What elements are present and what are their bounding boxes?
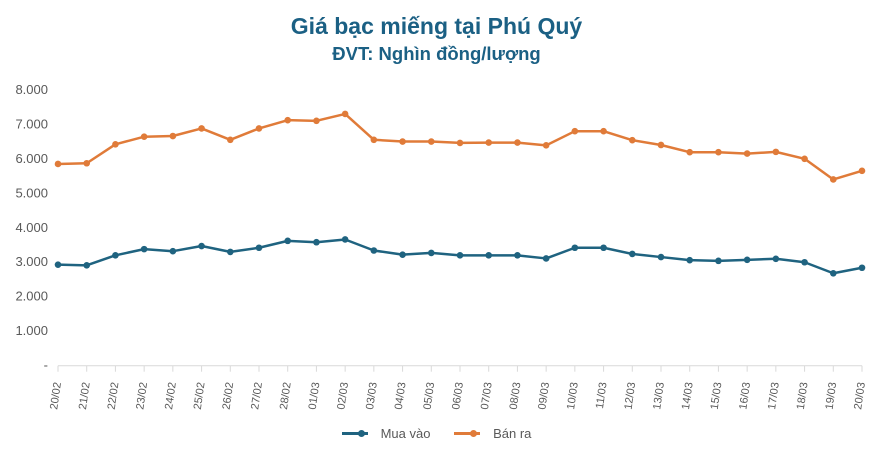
svg-text:27/02: 27/02 [249, 381, 265, 410]
svg-text:18/03: 18/03 [795, 381, 811, 410]
svg-text:5.000: 5.000 [15, 185, 48, 200]
svg-text:11/03: 11/03 [594, 381, 610, 409]
svg-text:15/03: 15/03 [709, 381, 725, 410]
svg-text:19/03: 19/03 [824, 381, 840, 410]
svg-text:06/03: 06/03 [450, 381, 466, 410]
svg-text:3.000: 3.000 [15, 254, 48, 269]
svg-text:05/03: 05/03 [422, 381, 438, 410]
svg-text:21/02: 21/02 [77, 381, 93, 410]
svg-text:13/03: 13/03 [651, 381, 667, 410]
svg-text:02/03: 02/03 [335, 381, 351, 410]
svg-text:4.000: 4.000 [15, 220, 48, 235]
svg-text:20/03: 20/03 [852, 381, 868, 410]
svg-text:03/03: 03/03 [364, 381, 380, 410]
svg-text:8.000: 8.000 [15, 82, 48, 97]
svg-text:28/02: 28/02 [278, 381, 294, 410]
svg-text:14/03: 14/03 [680, 381, 696, 410]
svg-text:24/02: 24/02 [163, 381, 179, 410]
svg-text:01/03: 01/03 [307, 381, 323, 410]
svg-text:23/02: 23/02 [134, 381, 150, 410]
svg-text:16/03: 16/03 [737, 381, 753, 410]
svg-text:6.000: 6.000 [15, 151, 48, 166]
svg-text:25/02: 25/02 [192, 381, 208, 410]
svg-text:2.000: 2.000 [15, 289, 48, 304]
svg-text:1.000: 1.000 [15, 323, 48, 338]
svg-text:20/02: 20/02 [48, 381, 64, 410]
svg-text:7.000: 7.000 [15, 116, 48, 131]
svg-text:17/03: 17/03 [766, 381, 782, 410]
svg-text:-: - [44, 358, 48, 373]
svg-text:07/03: 07/03 [479, 381, 495, 410]
svg-text:09/03: 09/03 [536, 381, 552, 410]
svg-text:22/02: 22/02 [106, 381, 122, 410]
svg-text:04/03: 04/03 [393, 381, 409, 410]
svg-text:08/03: 08/03 [508, 381, 524, 410]
svg-text:12/03: 12/03 [623, 381, 639, 410]
svg-text:26/02: 26/02 [221, 381, 237, 410]
svg-text:10/03: 10/03 [565, 381, 581, 410]
